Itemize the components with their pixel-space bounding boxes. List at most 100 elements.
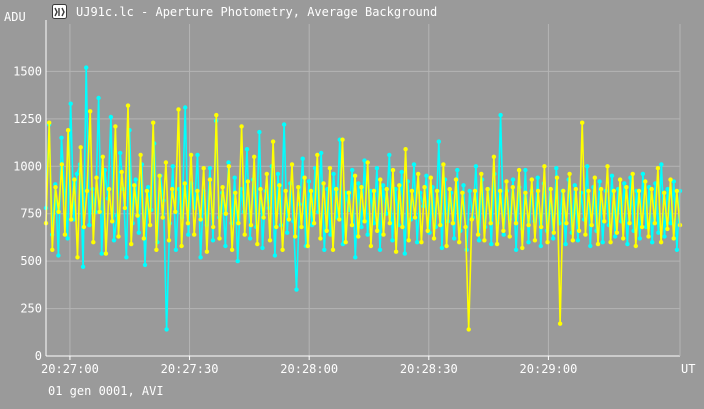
data-point: [75, 255, 80, 260]
data-point: [163, 160, 169, 165]
data-point: [185, 221, 191, 226]
data-point: [368, 243, 374, 249]
data-point: [239, 124, 244, 129]
data-point: [412, 215, 418, 220]
y-tick-label: 1250: [13, 112, 42, 126]
data-point: [636, 188, 642, 194]
data-point: [447, 186, 452, 192]
data-point: [597, 179, 602, 184]
data-point: [580, 120, 585, 125]
data-point: [488, 221, 493, 226]
data-point: [643, 179, 648, 184]
data-point: [334, 186, 339, 192]
data-point: [170, 164, 175, 169]
data-point: [665, 186, 670, 192]
data-point: [164, 327, 169, 332]
data-point: [380, 183, 386, 188]
data-point: [639, 224, 645, 230]
data-point: [302, 175, 307, 180]
data-point: [563, 241, 568, 247]
data-point: [233, 190, 238, 195]
data-point: [343, 240, 348, 245]
data-point: [658, 240, 664, 245]
data-point: [125, 103, 131, 108]
data-point: [270, 139, 276, 144]
chart-grid: [46, 24, 680, 356]
data-point: [476, 238, 482, 243]
data-point: [122, 205, 128, 211]
data-point: [612, 234, 618, 239]
data-point: [285, 230, 290, 235]
data-point: [538, 243, 543, 249]
data-point: [261, 215, 266, 220]
data-point: [482, 238, 487, 243]
data-point: [668, 221, 673, 226]
data-point: [176, 107, 181, 112]
data-point: [108, 114, 114, 120]
data-point: [567, 171, 572, 177]
data-point: [198, 255, 203, 260]
data-point: [554, 166, 559, 171]
data-point: [305, 243, 310, 249]
data-point: [170, 186, 175, 192]
data-point: [248, 222, 254, 228]
data-point: [183, 105, 188, 110]
data-point: [633, 243, 638, 249]
data-point: [353, 255, 358, 260]
data-point: [422, 185, 427, 190]
data-point: [411, 162, 417, 167]
y-tick-label: 500: [20, 254, 42, 268]
data-point: [173, 247, 179, 252]
data-point: [494, 241, 500, 247]
data-point: [375, 228, 380, 233]
data-point: [257, 129, 262, 135]
data-point: [173, 209, 178, 214]
data-point: [609, 173, 615, 178]
data-point: [135, 213, 140, 218]
data-point: [201, 166, 206, 171]
data-point: [255, 241, 260, 247]
data-point: [561, 188, 566, 194]
data-point: [179, 243, 184, 249]
data-point: [668, 177, 673, 182]
data-point: [252, 154, 257, 159]
data-point: [119, 169, 124, 175]
data-point: [308, 188, 314, 194]
footer-status: 01 gen 0001, AVI: [48, 384, 164, 398]
window-title: UJ91c.lc - Aperture Photometry, Average …: [76, 5, 438, 19]
x-tick-label: 20:27:30: [161, 362, 219, 376]
data-point: [529, 177, 534, 182]
data-point: [436, 139, 441, 144]
data-point: [439, 245, 445, 251]
data-point: [235, 258, 240, 264]
data-point: [406, 238, 411, 243]
data-point: [605, 164, 610, 169]
data-point: [315, 152, 320, 158]
data-point: [504, 179, 509, 184]
data-point: [444, 243, 449, 249]
x-tick-label: 20:29:00: [520, 362, 578, 376]
data-point: [186, 232, 191, 237]
data-point: [434, 188, 440, 194]
data-point: [294, 287, 299, 292]
data-point: [501, 232, 506, 237]
light-curve-app-icon[interactable]: [52, 4, 67, 19]
data-point: [652, 221, 657, 226]
data-point: [59, 162, 64, 167]
data-point: [346, 190, 351, 195]
data-point: [575, 238, 581, 243]
data-point: [608, 240, 613, 245]
data-point: [306, 179, 312, 184]
data-point: [198, 217, 203, 222]
data-point: [300, 156, 305, 161]
data-point: [548, 186, 553, 192]
data-point: [564, 221, 569, 226]
data-point: [330, 247, 336, 252]
data-point: [236, 221, 241, 226]
data-point: [374, 166, 380, 171]
data-point: [557, 321, 563, 326]
data-point: [324, 228, 329, 233]
data-point: [621, 236, 626, 241]
data-point: [195, 152, 200, 158]
